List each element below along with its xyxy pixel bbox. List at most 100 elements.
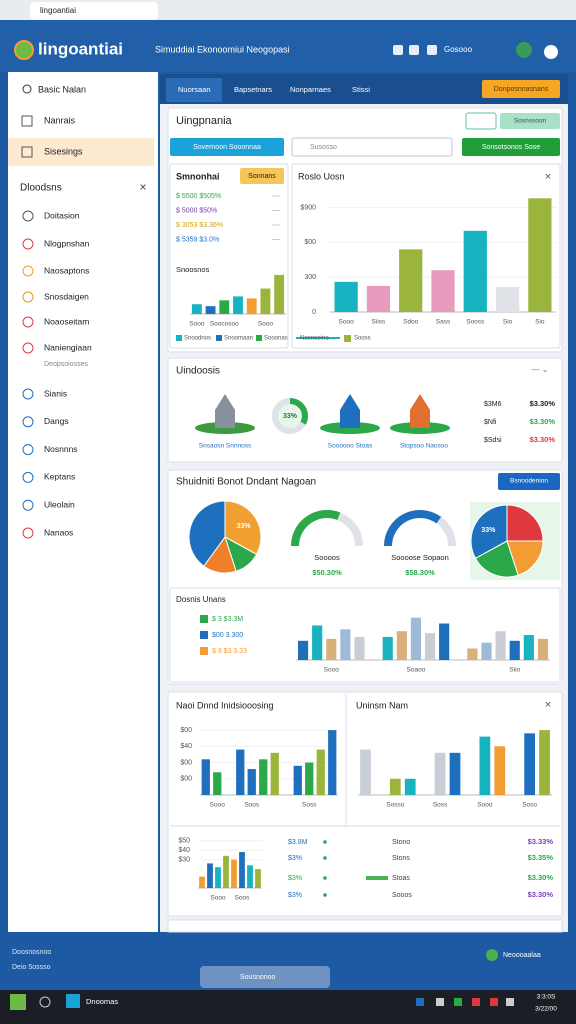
user-name[interactable]: Gosooo [444, 45, 473, 54]
slice-label: 33% [237, 523, 252, 530]
legend-label: Nosnooino [300, 336, 329, 342]
x-tick-label: Sosso [386, 802, 404, 809]
toolbar-button[interactable] [482, 80, 560, 98]
header-icon[interactable] [409, 45, 419, 55]
footer-search[interactable] [200, 966, 330, 988]
bar [293, 765, 302, 795]
bar [255, 869, 261, 888]
nav-link[interactable]: Noaoseitam [44, 316, 89, 326]
bar [207, 863, 213, 888]
nav-link[interactable]: Nosnnns [44, 444, 78, 454]
x-tick-label: Siiss [372, 319, 386, 326]
close-icon[interactable]: × [545, 171, 551, 183]
search-placeholder[interactable]: Susosso [310, 144, 337, 151]
panel-button-label[interactable]: Bsnoodenion [510, 478, 548, 485]
start-button[interactable] [10, 994, 26, 1010]
insight-figure: $3.30% [530, 435, 556, 444]
tray-icon [436, 998, 444, 1006]
stat-right: $3.35% [528, 853, 554, 862]
stat-dot [323, 893, 327, 897]
toolbar-tab[interactable]: Nonparnaes [290, 85, 331, 94]
insight-figure: $3.30% [530, 399, 556, 408]
nav-link[interactable]: Naosaptons [44, 265, 89, 275]
summary-row: $ 5500 $505% [176, 193, 221, 200]
pie-slice [474, 540, 519, 578]
taskbar-icon[interactable] [39, 996, 51, 1008]
taskbar-app[interactable] [66, 994, 80, 1008]
bar [246, 298, 257, 314]
bar [528, 198, 552, 312]
footer-text: Doosnosnoo [12, 949, 51, 956]
badge [240, 168, 284, 184]
panel-title: Uingpnania [176, 115, 233, 127]
nav-icon [22, 499, 34, 511]
footer-search-label[interactable]: Sousnonoo [240, 974, 276, 981]
tab-title: lingoantiai [40, 6, 76, 15]
bar [328, 730, 337, 795]
filter-button-label[interactable]: Sovernoon Sooonnaa [193, 144, 261, 151]
search-input[interactable] [291, 137, 453, 157]
bar [463, 230, 487, 312]
nav-link[interactable]: Dangs [44, 416, 69, 426]
mini-button-label[interactable]: Sosnssoon [514, 118, 547, 125]
footer-icon [486, 949, 498, 961]
x-tick-label: Sooo [258, 321, 274, 328]
x-tick-label: Sooss [466, 319, 485, 326]
nav-link[interactable]: Snosdaigen [44, 291, 89, 301]
y-tick-label: $00 [180, 759, 192, 766]
filter-button[interactable] [170, 138, 284, 156]
panel-controls[interactable]: — ⌄ [532, 365, 549, 374]
nav-link[interactable]: Keptans [44, 472, 75, 482]
y-tick-label: $40 [178, 847, 190, 854]
nav-link[interactable]: Sianis [44, 388, 67, 398]
action-button-label[interactable]: Sonsotsonos Sose [482, 144, 540, 151]
header-icon[interactable] [393, 45, 403, 55]
nav-item[interactable]: Sisesings [44, 146, 83, 156]
taskbar-app-label[interactable]: Dnoomas [86, 997, 118, 1006]
toolbar-tab[interactable]: Bapsetnars [234, 85, 272, 94]
nav-link[interactable]: Doitasion [44, 210, 80, 220]
stat-left: $3% [288, 892, 302, 899]
footer-link[interactable]: Neoooaalaa [503, 952, 541, 959]
header-icon[interactable] [427, 45, 437, 55]
bar [297, 640, 309, 660]
y-tick-label: $50 [178, 838, 190, 845]
card-title: Roslo Uosn [298, 171, 345, 181]
x-tick-label: Soos [244, 802, 260, 809]
browser-tab[interactable] [30, 2, 158, 20]
nav-link[interactable]: Naniengiaan [44, 342, 92, 352]
panel-title: Shuidniti Bonot Dndant Nagoan [176, 477, 316, 488]
x-tick-label: Soaoo [407, 667, 426, 674]
nav-icon [21, 146, 33, 158]
y-tick-label: $00 [180, 776, 192, 783]
stat-middle: Sooos [392, 892, 412, 899]
nav-icon [22, 265, 34, 277]
action-button[interactable] [462, 138, 560, 156]
illustration-caption: Snsaosn Snnnoss [199, 443, 252, 450]
x-tick-label: Soos [235, 895, 251, 902]
bar [305, 762, 314, 795]
gauge-label: Soooos [314, 553, 340, 562]
sidebar-search[interactable]: Basic Nalan [38, 84, 86, 94]
nav-link[interactable]: Nanaos [44, 527, 73, 537]
panel-button[interactable] [498, 473, 560, 490]
legend-swatch [176, 335, 182, 341]
close-icon[interactable]: × [545, 699, 551, 711]
close-icon[interactable]: × [139, 180, 146, 194]
panel [167, 357, 563, 463]
mini-button[interactable] [465, 112, 497, 130]
pie-slice [188, 500, 226, 567]
mini-button[interactable] [500, 113, 560, 129]
notification[interactable] [544, 45, 558, 59]
nav-item[interactable]: Nanrais [44, 115, 76, 125]
nav-link[interactable]: Nlogpnshan [44, 238, 90, 248]
card-title: Naoi Dnnd Inidsiooosing [176, 700, 274, 710]
toolbar-tab[interactable]: Nuorsaan [178, 85, 211, 94]
toolbar-button-label[interactable]: Donposnnasnans [494, 86, 549, 93]
nav-link[interactable]: Uleolain [44, 499, 75, 509]
avatar[interactable] [516, 42, 532, 58]
bar [223, 855, 229, 888]
toolbar-tab[interactable]: Stissi [352, 85, 370, 94]
bar [199, 876, 205, 888]
